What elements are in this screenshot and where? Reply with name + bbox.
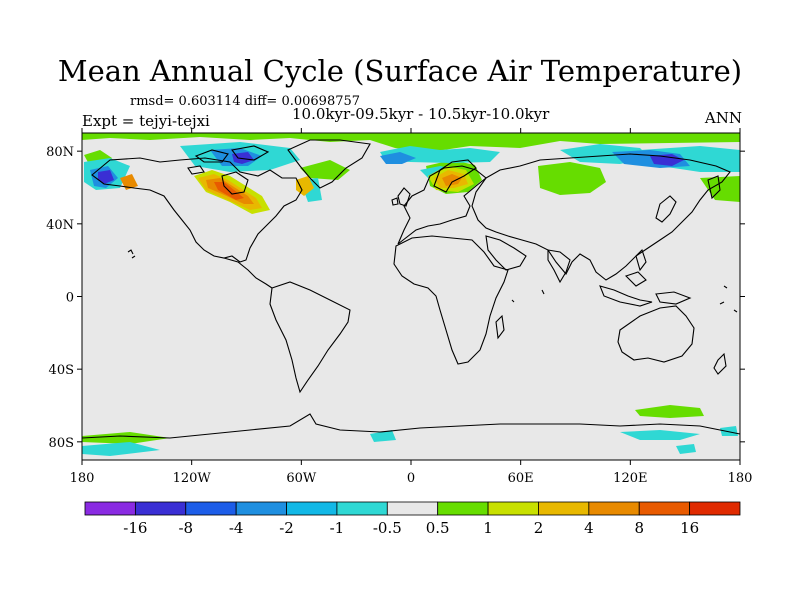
coastline-british-isles bbox=[391, 187, 411, 207]
colorbar-swatch bbox=[84, 501, 136, 516]
anomaly-patch bbox=[650, 154, 684, 166]
colorbar-label: -0.5 bbox=[373, 519, 402, 537]
period-label: 10.0kyr-09.5kyr - 10.5kyr-10.0kyr bbox=[292, 105, 550, 123]
lat-label: 40N bbox=[46, 218, 74, 233]
lon-label: 120E bbox=[613, 471, 647, 486]
coastline-south-america bbox=[269, 281, 351, 394]
anomaly-patch bbox=[720, 426, 738, 436]
coastline-india bbox=[547, 249, 571, 284]
anomaly-patch bbox=[620, 430, 700, 440]
coastline-greenland bbox=[287, 139, 371, 189]
map-ticks bbox=[77, 128, 745, 465]
colorbar-label: 2 bbox=[534, 519, 544, 537]
colorbar-label: 16 bbox=[680, 519, 699, 537]
colorbar: -16 -8 -4 -2 -1 -0.5 0.5 1 2 4 8 16 bbox=[84, 501, 741, 537]
colorbar-swatch bbox=[689, 501, 741, 516]
coastlines bbox=[82, 139, 740, 439]
colorbar-swatch bbox=[235, 501, 287, 516]
colorbar-swatch bbox=[185, 501, 237, 516]
colorbar-swatch bbox=[336, 501, 388, 516]
colorbar-swatch bbox=[437, 501, 489, 516]
anomaly-patch bbox=[82, 133, 740, 152]
lon-label: 180 bbox=[70, 471, 95, 486]
lon-label: 60E bbox=[508, 471, 534, 486]
anomaly-patch bbox=[82, 432, 170, 444]
colorbar-label: 1 bbox=[483, 519, 493, 537]
colorbar-swatch bbox=[386, 501, 439, 516]
lat-label: 80N bbox=[46, 145, 74, 160]
coastline-antarctica bbox=[82, 413, 740, 439]
colorbar-swatch bbox=[286, 501, 338, 516]
lon-label: 120W bbox=[173, 471, 212, 486]
colorbar-swatch bbox=[538, 501, 590, 516]
coastline-australia bbox=[617, 305, 695, 363]
colorbar-swatch bbox=[638, 501, 691, 516]
anomaly-patch bbox=[82, 442, 160, 456]
coastline-maritime-asia bbox=[599, 248, 692, 307]
lon-label: 0 bbox=[407, 471, 415, 486]
rmsd-diff-stats: rmsd= 0.603114 diff= 0.00698757 bbox=[130, 94, 361, 109]
anomaly-patch bbox=[296, 176, 314, 196]
colorbar-label: -8 bbox=[178, 519, 193, 537]
temperature-anomaly-field bbox=[82, 133, 740, 456]
anomaly-patch bbox=[232, 152, 254, 164]
colorbar-swatch bbox=[487, 501, 539, 516]
lat-label: 0 bbox=[66, 291, 74, 306]
coastline-central-america bbox=[223, 257, 273, 289]
coastline-japan bbox=[655, 195, 677, 223]
anomaly-patch bbox=[538, 162, 606, 195]
coastline-small-islands bbox=[127, 249, 738, 313]
axis-labels: 80N 40N 0 40S 80S 180 120W 60W 0 60E 120E 180 bbox=[46, 145, 752, 486]
chart-title: Mean Annual Cycle (Surface Air Temperatu… bbox=[57, 54, 743, 88]
lon-label: 180 bbox=[728, 471, 753, 486]
coastline-madagascar bbox=[495, 314, 505, 340]
experiment-label: Expt = tejyi-tejxi bbox=[82, 112, 210, 130]
anomaly-patch bbox=[120, 174, 138, 190]
coastline-scandinavia bbox=[433, 159, 477, 193]
colorbar-label: 4 bbox=[584, 519, 594, 537]
coastline-arabia bbox=[485, 235, 527, 271]
colorbar-label: -16 bbox=[123, 519, 147, 537]
coastline-africa bbox=[393, 235, 509, 365]
anomaly-patch bbox=[380, 152, 416, 164]
anomaly-patch bbox=[370, 430, 396, 442]
colorbar-swatch bbox=[134, 501, 187, 516]
anomaly-patch bbox=[300, 160, 350, 180]
coastline-kamchatka bbox=[707, 175, 721, 200]
colorbar-label: 8 bbox=[634, 519, 644, 537]
coastline-hudson-bay bbox=[221, 171, 249, 195]
anomaly-patch bbox=[442, 174, 462, 186]
colorbar-label: 0.5 bbox=[426, 519, 450, 537]
anomaly-patch bbox=[98, 170, 114, 184]
colorbar-label: -1 bbox=[330, 519, 345, 537]
lat-label: 80S bbox=[49, 436, 74, 451]
anomaly-patch bbox=[676, 444, 696, 454]
anomaly-patch bbox=[635, 405, 704, 418]
colorbar-swatch bbox=[588, 501, 640, 516]
lat-label: 40S bbox=[49, 363, 74, 378]
colorbar-label: -2 bbox=[279, 519, 294, 537]
colorbar-label: -4 bbox=[229, 519, 244, 537]
coastline-arctic-islands bbox=[187, 145, 270, 175]
coastline-north-america bbox=[91, 157, 303, 263]
coastline-europe bbox=[397, 165, 487, 245]
season-label: ANN bbox=[704, 109, 742, 127]
lon-label: 60W bbox=[286, 471, 317, 486]
coastline-new-zealand bbox=[713, 352, 727, 375]
